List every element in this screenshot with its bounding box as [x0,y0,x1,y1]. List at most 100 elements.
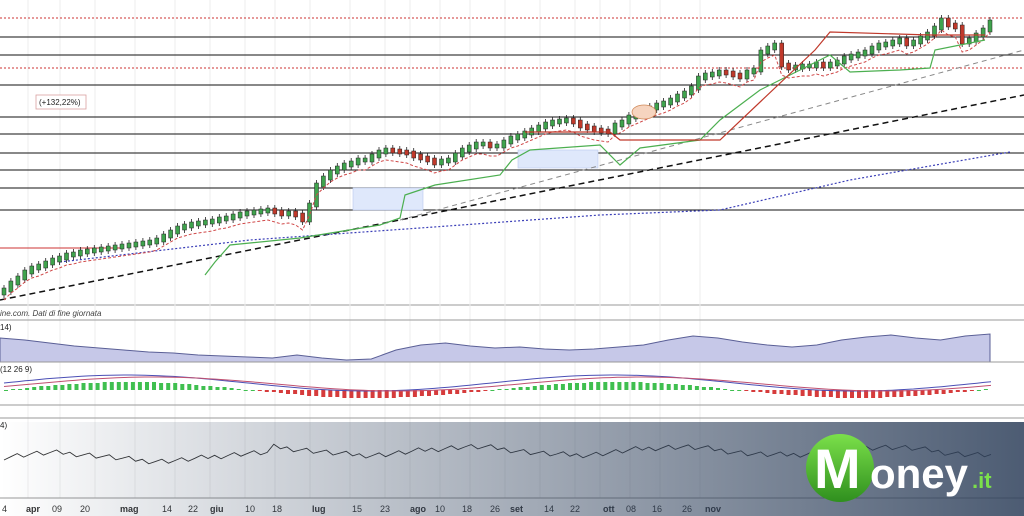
candle-body [78,249,83,257]
candle-body [244,210,250,217]
macd-histogram-bar [673,384,678,390]
candle-body [883,41,889,48]
macd-histogram-bar [955,390,960,392]
macd-histogram-bar [709,387,713,390]
x-tick-label: 15 [352,504,362,514]
macd-histogram-bar [568,383,572,390]
candle-body [911,39,916,47]
moving-average-short [3,29,991,301]
candle-body [578,119,583,129]
macd-histogram-bar [603,382,608,390]
macd-histogram-bar [560,384,565,390]
candle-body [1,287,7,296]
candle-body [619,119,625,128]
macd-histogram-bar [419,390,424,396]
candle-body [980,27,986,38]
candle-body [15,275,21,286]
candle-body [848,53,854,61]
macd-histogram-bar [229,388,234,390]
indicator-1-label: 14) [0,323,12,332]
macd-histogram-bar [497,389,502,390]
candle-body [682,90,687,99]
macd-histogram-bar [166,383,171,390]
macd-histogram-bar [892,390,897,397]
candle-body [98,246,104,253]
candle-body [904,37,909,47]
candle-body [515,133,521,141]
macd-panel [0,361,1024,398]
candle-body [501,139,507,149]
macd-histogram-bar [553,384,558,390]
trend-line [0,94,1024,301]
macd-histogram-bar [744,390,749,391]
candle-body [432,157,437,166]
candle-body [112,244,118,251]
candle-body [751,67,757,75]
macd-histogram-bar [173,383,178,390]
macd-histogram-bar [617,382,622,390]
candle-body [307,202,312,223]
candle-body [758,49,764,73]
candle-body [355,157,361,166]
macd-histogram-bar [807,390,812,396]
macd-histogram-bar [257,390,262,391]
candle-body [494,143,500,149]
macd-histogram-bar [835,390,840,398]
macd-histogram-bar [328,390,333,397]
candle-body [862,49,868,57]
macd-histogram-bar [271,390,276,392]
macd-histogram-bar [793,390,798,395]
candle-body [223,215,229,222]
candle-body [453,152,458,163]
macd-histogram-bar [130,382,135,390]
candle-body [217,216,222,224]
macd-histogram-bar [483,390,488,391]
x-tick-label: 18 [462,504,472,514]
macd-histogram-bar [828,390,833,397]
candle-body [71,251,76,258]
candle-body [439,158,444,166]
candle-body [272,207,278,215]
macd-histogram-bar [638,382,643,390]
macd-histogram-bar [278,390,283,393]
macd-histogram-bar [74,384,79,390]
candle-body [987,19,993,33]
candle-body [953,22,958,30]
macd-histogram-bar [850,390,854,398]
candle-body [418,153,423,161]
macd-histogram-bar [152,382,156,390]
macd-histogram-bar [701,387,706,390]
candle-body [557,118,562,125]
macd-histogram-bar [941,390,946,394]
macd-histogram-bar [194,385,199,390]
candle-body [793,64,798,71]
macd-histogram-bar [286,390,290,394]
macd-histogram-bar [864,390,869,398]
candle-body [425,155,430,163]
x-tick-label: 08 [626,504,636,514]
candle-body [946,17,951,28]
macd-histogram-bar [314,390,319,396]
macd-histogram-bar [546,385,551,390]
candle-body [661,100,666,108]
candle-body [119,243,125,250]
macd-histogram-bar [321,390,326,397]
macd-histogram-bar [716,388,720,390]
signal-line [3,376,992,392]
trailing-stop-green [204,39,986,276]
candle-body [828,61,833,69]
candle-body [328,169,333,181]
candle-body [730,70,736,78]
macd-histogram-bar [857,390,861,398]
x-tick-label: nov [705,504,721,514]
candle-body [890,39,896,47]
macd-histogram-bar [687,385,692,390]
macd-histogram-bar [18,389,23,390]
candle-body [140,240,146,247]
macd-histogram-bar [60,385,65,390]
x-tick-label: 18 [272,504,282,514]
candle-body [918,35,923,45]
macd-histogram-bar [11,389,16,390]
source-note: ine.com. Dati di fine giornata [0,309,102,318]
candle-body [175,225,180,235]
